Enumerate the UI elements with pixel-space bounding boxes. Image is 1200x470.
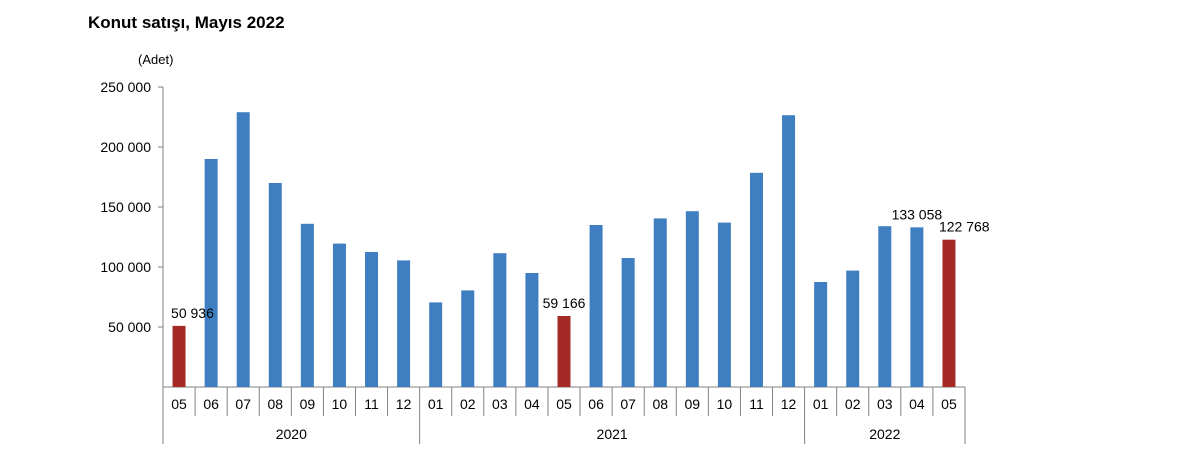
bar [300,223,314,387]
bar [782,115,796,387]
year-label: 2022 [869,426,900,442]
bar [878,226,892,387]
unit-label: (Adet) [138,52,173,67]
bar [685,211,699,387]
bar [557,316,571,387]
y-tick-label: 50 000 [108,319,151,335]
bar [365,252,379,387]
category-label: 07 [235,396,251,412]
category-label: 05 [171,396,187,412]
y-tick-label: 100 000 [100,259,151,275]
category-label: 03 [492,396,508,412]
bar [236,112,250,387]
category-label: 10 [332,396,348,412]
bar [942,239,956,387]
category-label: 02 [460,396,476,412]
bar [429,302,443,387]
bar [172,325,186,387]
bar [493,253,507,387]
category-label: 09 [685,396,701,412]
data-label: 50 936 [171,305,214,321]
bar [814,282,828,387]
bar [525,273,539,387]
category-label: 02 [845,396,861,412]
y-tick-label: 150 000 [100,199,151,215]
bar [717,222,731,387]
category-label: 01 [813,396,829,412]
category-label: 06 [588,396,604,412]
y-tick-label: 200 000 [100,139,151,155]
category-label: 04 [524,396,540,412]
category-label: 07 [620,396,636,412]
y-tick-label: 250 000 [100,79,151,95]
bar [589,225,603,387]
bar [204,159,218,387]
data-label: 133 058 [892,206,943,222]
category-label: 01 [428,396,444,412]
category-label: 09 [300,396,316,412]
category-label: 10 [717,396,733,412]
bar [910,227,924,387]
category-label: 11 [364,396,379,412]
bar [846,270,860,387]
category-label: 12 [781,396,797,412]
category-label: 12 [396,396,412,412]
bar [268,183,282,387]
category-label: 03 [877,396,893,412]
bar [749,172,763,387]
category-label: 08 [267,396,283,412]
year-label: 2020 [276,426,307,442]
bar [332,243,346,387]
bar [461,290,475,387]
bar [397,260,411,387]
year-label: 2021 [597,426,628,442]
data-label: 59 166 [543,295,586,311]
category-label: 04 [909,396,925,412]
category-label: 11 [749,396,764,412]
bar [653,218,667,387]
category-label: 08 [652,396,668,412]
category-label: 06 [203,396,219,412]
category-label: 05 [556,396,572,412]
plot-area: 50 000 100 000 150 000 200 000 250 000 05 06 07… [100,79,990,444]
data-label: 122 768 [939,219,990,235]
chart-title: Konut satışı, Mayıs 2022 [88,13,285,32]
category-label: 05 [941,396,957,412]
bar [621,258,635,387]
